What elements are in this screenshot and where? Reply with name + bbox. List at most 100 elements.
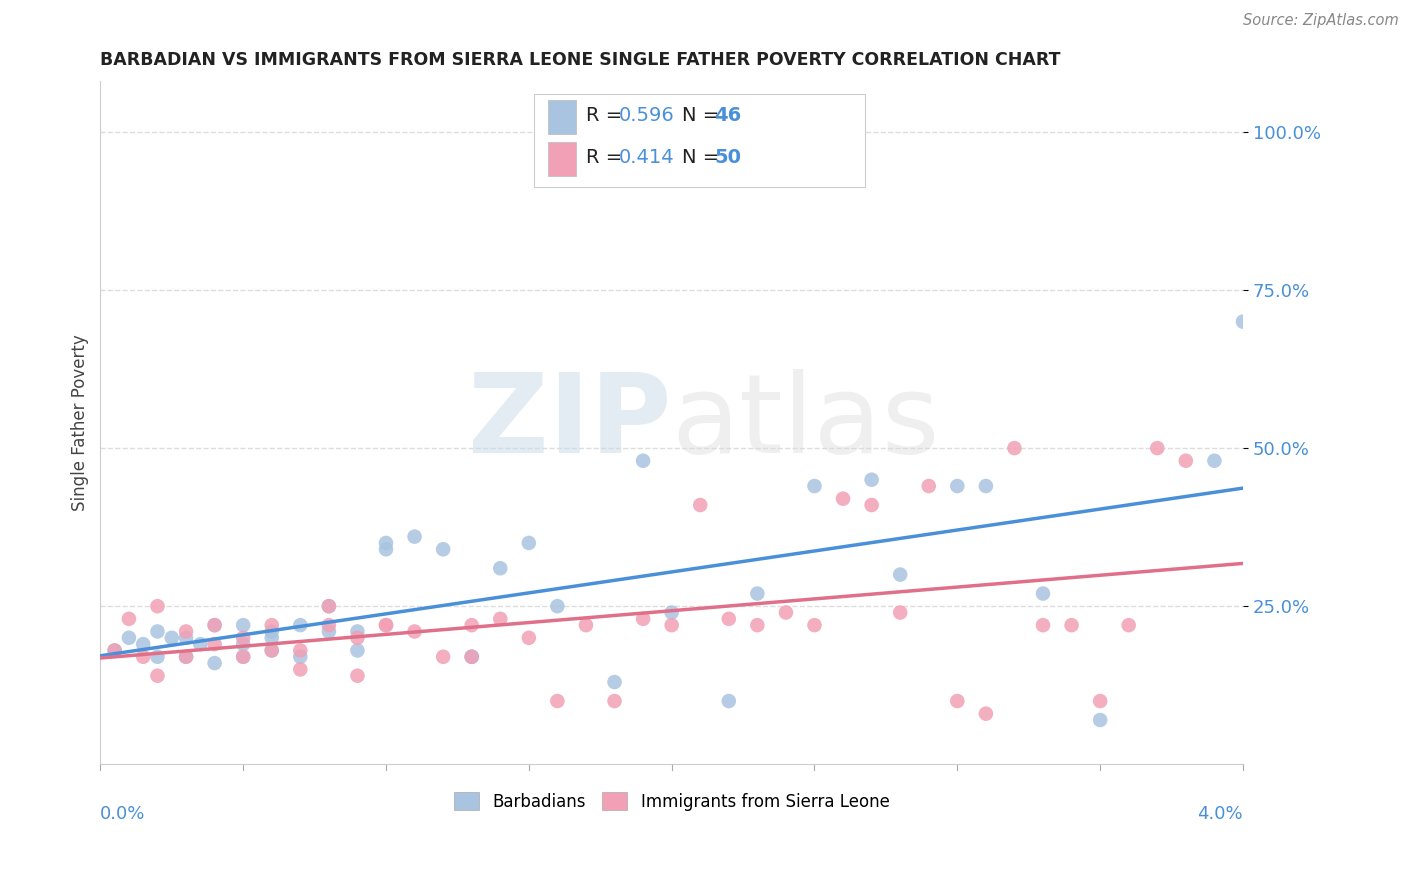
Point [232, 637, 254, 651]
Point [174, 649, 197, 664]
Point [974, 479, 997, 493]
Point [575, 618, 598, 632]
Point [689, 498, 711, 512]
Point [146, 669, 169, 683]
Point [603, 675, 626, 690]
Point [717, 612, 740, 626]
Point [104, 643, 127, 657]
Point [318, 599, 340, 614]
Point [546, 694, 568, 708]
Text: ZIP: ZIP [468, 369, 672, 476]
Point [946, 479, 969, 493]
Point [375, 536, 398, 550]
Point [174, 631, 197, 645]
Text: 0.0%: 0.0% [100, 805, 146, 823]
Point [290, 649, 312, 664]
Y-axis label: Single Father Poverty: Single Father Poverty [72, 334, 89, 511]
Point [346, 669, 368, 683]
Point [204, 618, 226, 632]
Point [146, 649, 169, 664]
Point [260, 624, 283, 639]
Point [603, 694, 626, 708]
Point [260, 631, 283, 645]
Point [432, 542, 454, 557]
Point [860, 498, 883, 512]
Point [1032, 618, 1054, 632]
Point [1146, 441, 1168, 455]
Point [260, 618, 283, 632]
Text: N =: N = [682, 148, 725, 168]
Point [460, 649, 482, 664]
Point [631, 612, 654, 626]
Point [631, 454, 654, 468]
Point [204, 656, 226, 670]
Point [346, 643, 368, 657]
Point [860, 473, 883, 487]
Point [1118, 618, 1140, 632]
Point [661, 618, 683, 632]
Point [747, 618, 769, 632]
Point [404, 530, 426, 544]
Point [232, 618, 254, 632]
Text: 0.414: 0.414 [619, 148, 675, 168]
Text: BARBADIAN VS IMMIGRANTS FROM SIERRA LEONE SINGLE FATHER POVERTY CORRELATION CHAR: BARBADIAN VS IMMIGRANTS FROM SIERRA LEON… [100, 51, 1062, 69]
Point [232, 631, 254, 645]
Point [146, 599, 169, 614]
Point [546, 599, 568, 614]
Point [1232, 315, 1254, 329]
Point [290, 618, 312, 632]
Point [375, 618, 398, 632]
Point [432, 649, 454, 664]
Text: 0.596: 0.596 [619, 106, 675, 126]
Point [946, 694, 969, 708]
Point [918, 479, 941, 493]
Point [460, 618, 482, 632]
Point [489, 561, 512, 575]
Point [375, 618, 398, 632]
Text: R =: R = [586, 106, 628, 126]
Point [104, 643, 127, 657]
Point [661, 606, 683, 620]
Point [118, 612, 141, 626]
Point [889, 606, 911, 620]
Point [290, 643, 312, 657]
Text: Source: ZipAtlas.com: Source: ZipAtlas.com [1243, 13, 1399, 29]
Point [188, 637, 211, 651]
Point [775, 606, 797, 620]
Point [290, 662, 312, 676]
Point [489, 612, 512, 626]
Point [1174, 454, 1197, 468]
Text: N =: N = [682, 106, 725, 126]
Point [160, 631, 183, 645]
Point [1204, 454, 1226, 468]
Legend: Barbadians, Immigrants from Sierra Leone: Barbadians, Immigrants from Sierra Leone [447, 785, 896, 817]
Point [174, 624, 197, 639]
Point [260, 643, 283, 657]
Point [1088, 713, 1111, 727]
Point [1060, 618, 1083, 632]
Point [346, 631, 368, 645]
Point [717, 694, 740, 708]
Point [118, 631, 141, 645]
Point [517, 631, 540, 645]
Point [132, 649, 155, 664]
Point [404, 624, 426, 639]
Point [1004, 441, 1026, 455]
Point [318, 599, 340, 614]
Point [132, 637, 155, 651]
Point [204, 637, 226, 651]
Point [375, 542, 398, 557]
Point [318, 618, 340, 632]
Point [803, 618, 825, 632]
Text: R =: R = [586, 148, 628, 168]
Point [747, 586, 769, 600]
Point [1088, 694, 1111, 708]
Point [517, 536, 540, 550]
Point [974, 706, 997, 721]
Point [204, 618, 226, 632]
Point [232, 649, 254, 664]
Text: 4.0%: 4.0% [1198, 805, 1243, 823]
Point [318, 624, 340, 639]
Text: 46: 46 [714, 106, 741, 126]
Text: atlas: atlas [672, 369, 941, 476]
